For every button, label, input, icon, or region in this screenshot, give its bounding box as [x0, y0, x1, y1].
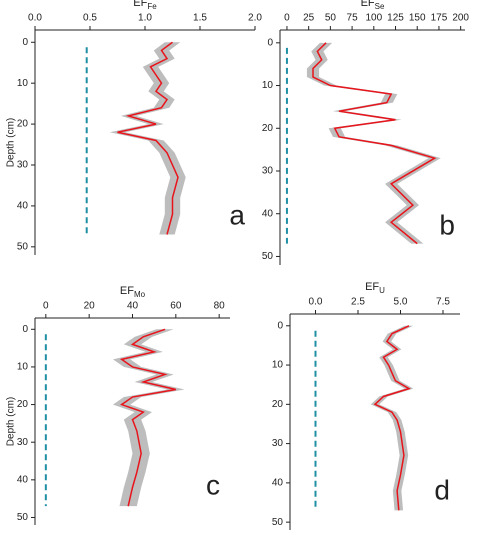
x-tick-label: 20 [84, 301, 96, 312]
y-tick-label: 10 [272, 360, 284, 371]
y-tick-label: 30 [272, 438, 284, 449]
ef-line [373, 325, 411, 511]
y-tick-label: 20 [17, 399, 29, 410]
x-tick-label: 200 [452, 13, 469, 24]
axis-title-main: EF [365, 281, 379, 293]
y-tick-label: 30 [17, 160, 29, 171]
y-tick-label: 0 [277, 320, 283, 331]
axis-title-sub: Fe [147, 2, 157, 11]
y-tick-label: 20 [17, 119, 29, 130]
axis-title: EFSe [361, 0, 385, 11]
axis-title-main: EF [120, 285, 134, 297]
x-tick-label: 0.5 [83, 13, 97, 24]
y-tick-label: 10 [17, 362, 29, 373]
y-tick-label: 40 [17, 474, 29, 485]
axis-title: EFFe [133, 0, 157, 11]
panel-label: a [229, 199, 245, 230]
x-tick-label: 0.0 [309, 297, 323, 308]
x-tick-label: 25 [303, 13, 315, 24]
y-axis-label: Depth (cm) [6, 118, 17, 167]
y-tick-label: 40 [17, 201, 29, 212]
x-tick-label: 100 [365, 13, 382, 24]
y-tick-label: 50 [17, 512, 29, 523]
x-tick-label: 150 [409, 13, 426, 24]
x-tick-label: 7.5 [436, 297, 450, 308]
x-tick-label: 0 [284, 13, 290, 24]
uncertainty-band [113, 329, 185, 507]
x-tick-label: 175 [431, 13, 448, 24]
uncertainty-band [370, 325, 414, 511]
y-tick-label: 10 [262, 80, 274, 91]
x-tick-label: 80 [214, 301, 226, 312]
y-tick-label: 50 [262, 251, 274, 262]
y-tick-label: 0 [22, 37, 28, 48]
axis-title-sub: U [379, 286, 385, 295]
axis-title-sub: Se [375, 2, 385, 11]
ef-line [312, 42, 437, 245]
panel: 0 20 40 60 80 0 10 20 30 40 50 EFMo Depth (cm) c [6, 285, 230, 525]
axis-title: EFU [365, 281, 385, 295]
panel-label: d [434, 474, 450, 505]
panel: 0 25 50 75 100 125 150 175 200 0 10 20 30 40 50 EFSe b [262, 0, 469, 265]
x-tick-label: 5.0 [394, 297, 408, 308]
y-tick-label: 40 [272, 478, 284, 489]
y-tick-label: 40 [262, 208, 274, 219]
x-tick-label: 2.5 [351, 297, 365, 308]
axis-title: EFMo [120, 285, 146, 299]
ef-line [119, 328, 177, 507]
panel-label: c [206, 469, 220, 500]
x-tick-label: 50 [325, 13, 337, 24]
x-tick-label: 0.0 [28, 13, 42, 24]
panel-label: b [439, 209, 455, 240]
ef-line [117, 41, 179, 235]
y-tick-label: 10 [17, 78, 29, 89]
x-tick-label: 1.0 [138, 13, 152, 24]
axis-title-main: EF [133, 0, 147, 9]
y-axis-label: Depth (cm) [6, 397, 17, 446]
panel: 0.0 0.5 1.0 1.5 2.0 0 10 20 30 40 50 EFFe Depth (cm)… [6, 0, 262, 255]
x-tick-label: 125 [387, 13, 404, 24]
axis-title-sub: Mo [134, 290, 146, 299]
y-tick-label: 20 [262, 123, 274, 134]
axis-title-main: EF [361, 0, 375, 9]
y-tick-label: 50 [272, 517, 284, 528]
x-tick-label: 40 [127, 301, 139, 312]
y-tick-label: 0 [267, 37, 273, 48]
x-tick-label: 60 [170, 301, 182, 312]
x-tick-label: 75 [347, 13, 359, 24]
x-tick-label: 2.0 [248, 13, 262, 24]
x-tick-label: 0 [43, 301, 49, 312]
y-tick-label: 30 [262, 166, 274, 177]
y-tick-label: 50 [17, 241, 29, 252]
y-tick-label: 0 [22, 324, 28, 335]
y-tick-label: 30 [17, 437, 29, 448]
x-tick-label: 1.5 [193, 13, 207, 24]
y-tick-label: 20 [272, 399, 284, 410]
